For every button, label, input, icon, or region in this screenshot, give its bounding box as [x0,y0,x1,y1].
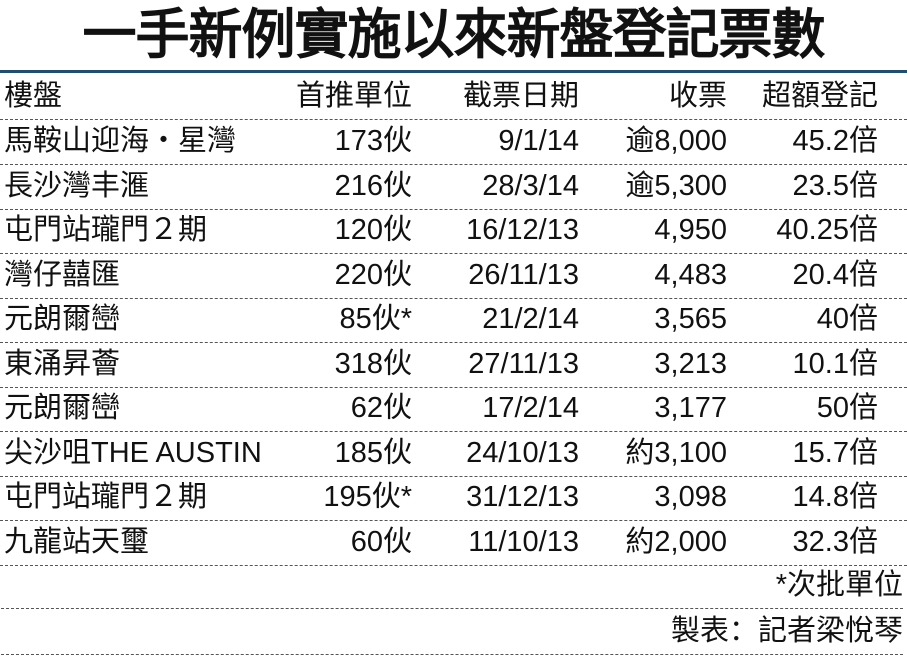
cell-units: 173伙 [334,125,412,157]
cell-oversubscription: 15.7倍 [792,436,878,469]
cell-oversubscription: 23.5倍 [792,169,878,202]
cell-units: 195伙* [323,481,412,513]
cell-oversubscription: 50倍 [816,392,878,424]
cell-tickets: 4,950 [654,214,727,246]
cell-tickets: 逾8,000 [625,125,727,157]
table-row: 尖沙咀THE AUSTIN 185伙 24/10/13 約3,100 15.7倍 [0,431,907,477]
cell-tickets: 4,483 [654,258,727,291]
header-units: 首推單位 [295,80,412,112]
cell-units: 85伙* [339,303,412,335]
cell-estate: 九龍站天璽 [4,525,150,558]
cell-tickets: 約3,100 [625,436,727,469]
cell-units: 185伙 [334,436,412,469]
table-row: 屯門站瓏門２期 120伙 16/12/13 4,950 40.25倍 [0,208,907,254]
cell-date: 11/10/13 [468,525,579,558]
cell-date: 21/2/14 [482,303,579,335]
header-tickets: 收票 [668,80,727,112]
cell-estate: 元朗爾巒 [4,392,121,424]
cell-date: 9/1/14 [498,125,579,157]
table-row: 灣仔囍匯 220伙 26/11/13 4,483 20.4倍 [0,253,907,299]
cell-tickets: 3,177 [654,392,727,424]
footnote: *次批單位 [0,563,903,609]
cell-date: 26/11/13 [468,258,579,291]
cell-oversubscription: 10.1倍 [792,347,878,380]
cell-units: 220伙 [334,258,412,291]
cell-estate: 灣仔囍匯 [4,258,121,291]
cell-tickets: 約2,000 [625,525,727,558]
cell-oversubscription: 40倍 [816,303,878,335]
table-row: 馬鞍山迎海・星灣 173伙 9/1/14 逾8,000 45.2倍 [0,119,907,165]
header-estate: 樓盤 [4,80,63,112]
cell-tickets: 3,565 [654,303,727,335]
cell-units: 120伙 [334,214,412,246]
cell-tickets: 3,098 [654,481,727,513]
cell-date: 16/12/13 [466,214,579,246]
cell-units: 318伙 [334,347,412,380]
cell-date: 31/12/13 [466,481,579,513]
cell-date: 17/2/14 [482,392,579,424]
credit: 製表：記者梁悅琴 [0,609,903,655]
table-row: 屯門站瓏門２期 195伙* 31/12/13 3,098 14.8倍 [0,475,907,521]
cell-date: 28/3/14 [482,169,579,202]
cell-estate: 屯門站瓏門２期 [4,481,208,513]
header-row: 樓盤 首推單位 截票日期 收票 超額登記 [0,74,907,120]
table-row: 東涌昇薈 318伙 27/11/13 3,213 10.1倍 [0,342,907,388]
cell-date: 27/11/13 [468,347,579,380]
table-row: 元朗爾巒 62伙 17/2/14 3,177 50倍 [0,386,907,432]
table-row: 元朗爾巒 85伙* 21/2/14 3,565 40倍 [0,297,907,343]
cell-estate: 尖沙咀THE AUSTIN [4,436,262,469]
cell-oversubscription: 32.3倍 [792,525,878,558]
cell-oversubscription: 40.25倍 [776,214,878,246]
cell-estate: 元朗爾巒 [4,303,121,335]
title-rule [0,70,907,73]
header-date: 截票日期 [462,80,579,112]
cell-units: 216伙 [334,169,412,202]
header-oversubscription: 超額登記 [761,80,878,112]
cell-estate: 屯門站瓏門２期 [4,214,208,246]
cell-units: 62伙 [350,392,412,424]
cell-tickets: 3,213 [654,347,727,380]
cell-oversubscription: 20.4倍 [792,258,878,291]
cell-units: 60伙 [350,525,412,558]
cell-estate: 長沙灣丰滙 [4,169,150,202]
cell-date: 24/10/13 [466,436,579,469]
cell-oversubscription: 45.2倍 [792,125,878,157]
cell-estate: 東涌昇薈 [4,347,121,380]
cell-oversubscription: 14.8倍 [792,481,878,513]
cell-tickets: 逾5,300 [625,169,727,202]
table-row: 九龍站天璽 60伙 11/10/13 約2,000 32.3倍 [0,520,907,566]
table-row: 長沙灣丰滙 216伙 28/3/14 逾5,300 23.5倍 [0,164,907,210]
cell-estate: 馬鞍山迎海・星灣 [4,125,237,157]
table-title: 一手新例實施以來新盤登記票數 [82,5,826,65]
